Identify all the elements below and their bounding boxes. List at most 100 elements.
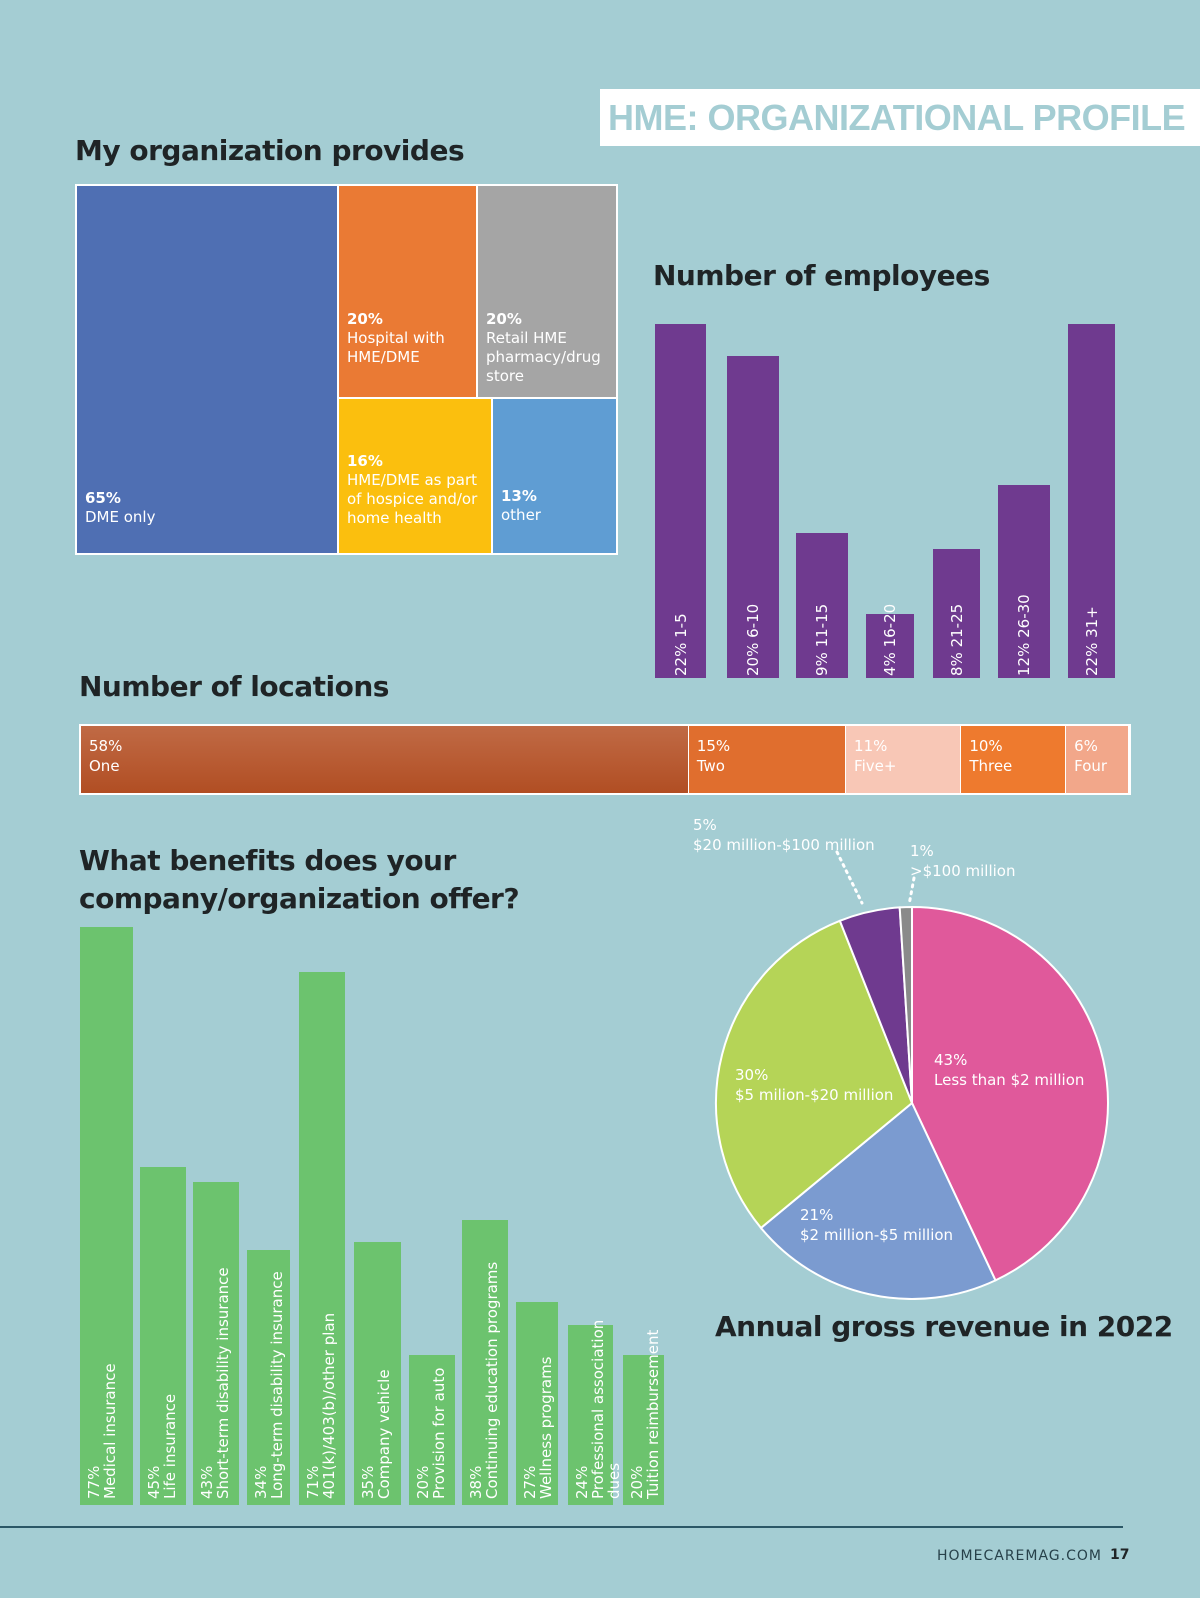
locations-segment-percent: 15% (696, 737, 731, 755)
treemap-tile-label: Hospital with HME/DME (347, 329, 445, 366)
footer-page-number: 17 (1110, 1547, 1130, 1563)
pie-slice (911, 905, 1109, 1282)
pie-slice-category: $2 million-$5 million (800, 1226, 954, 1244)
employees-bar (866, 613, 914, 678)
benefits-bar (409, 1354, 455, 1505)
pie-slice-category: $20 million-$100 million (693, 836, 875, 854)
benefits-bar (299, 972, 345, 1505)
locations-segment-percent: 6% (1074, 737, 1098, 755)
employees-bar-label: 9% 11-15 (813, 603, 831, 676)
footer-site: HOMECAREMAG.COM (937, 1548, 1102, 1564)
employees-bar (727, 356, 779, 678)
benefits-bar-label: 34% Long-term disability insurance (252, 1271, 286, 1499)
employees-chart: 22% 1-5 20% 6-10 9% 11-15 4% 16-20 8% 21-25 1… (650, 320, 1130, 680)
pie-leader-line (907, 876, 916, 907)
treemap-tile-percent: 20% (486, 310, 522, 328)
treemap-tile-label: DME only (85, 508, 156, 526)
locations-segment-percent: 58% (89, 737, 123, 755)
pie-leader-line (835, 850, 864, 905)
pie-slice-label: 21% $2 million-$5 million (800, 1205, 953, 1245)
treemap-tile-percent: 16% (347, 452, 383, 470)
locations-segment-label: Two (696, 757, 725, 775)
locations-segment: 10% Three (961, 726, 1066, 793)
benefits-bar (80, 927, 133, 1505)
benefits-bar-label: 20% Tuition reimbursement (628, 1329, 662, 1499)
pie-slice (715, 919, 914, 1230)
benefits-bar-label: 35% Company vehicle (359, 1369, 393, 1499)
benefits-bar (623, 1354, 664, 1505)
pie-slice (759, 1101, 997, 1300)
pie-slice-percent: 30% (735, 1066, 769, 1084)
treemap-tile: 65% DME only (77, 186, 337, 553)
pie-slice-label: 30% $5 milion-$20 million (735, 1065, 893, 1105)
treemap-tile-label: other (501, 506, 541, 524)
treemap-tile: 13% other (493, 399, 616, 553)
locations-segment-label: Four (1074, 757, 1108, 775)
locations-segment-label: One (89, 757, 120, 775)
employees-bar (998, 484, 1050, 678)
benefits-bar (354, 1242, 401, 1505)
pie-slice-percent: 43% (934, 1051, 968, 1069)
provides-title: My organization provides (75, 134, 465, 167)
pie-slice-percent: 21% (800, 1206, 834, 1224)
treemap-tile-label: HME/DME as part of hospice and/or home h… (347, 471, 478, 527)
benefits-bar (516, 1302, 558, 1505)
benefits-bar (462, 1219, 508, 1505)
page-banner-title: HME: ORGANIZATIONAL PROFILE (608, 97, 1186, 138)
treemap-tile-percent: 13% (501, 487, 537, 505)
employees-bar-label: 12% 26-30 (1015, 594, 1033, 676)
employees-bar (933, 549, 980, 678)
locations-segment: 6% Four (1066, 726, 1128, 793)
benefits-bar-label: 24% Professional association dues (573, 1319, 623, 1499)
locations-chart: 58% One 15% Two 11% Five+ 10% Three 6% Four (79, 724, 1131, 795)
locations-segment: 58% One (81, 726, 688, 793)
provides-treemap: 65% DME only 20% Hospital with HME/DME 20% Re… (75, 184, 618, 555)
pie-slice (898, 905, 913, 1104)
treemap-tile-label: Retail HME pharmacy/drug store (486, 329, 601, 385)
benefits-bar-label: 43% Short-term disability insurance (198, 1267, 232, 1499)
employees-bar (655, 324, 706, 678)
pie-slice-percent: 1% (910, 842, 934, 860)
locations-segment: 11% Five+ (846, 726, 961, 793)
treemap-tile: 16% HME/DME as part of hospice and/or hom… (339, 399, 491, 553)
benefits-bar (568, 1324, 613, 1505)
employees-bar-label: 22% 31+ (1082, 606, 1101, 676)
locations-segment: 15% Two (688, 726, 846, 793)
pie-slice-label: 5% $20 million-$100 million (693, 815, 875, 855)
employees-bar (1068, 324, 1115, 678)
benefits-bar-label: 45% Life insurance (145, 1393, 179, 1499)
benefits-chart: 77% Medical insurance 45% Life insurance 43%… (79, 925, 679, 1505)
footer-rule (0, 1526, 1123, 1528)
benefits-bar-label: 20% Provision for auto (414, 1367, 448, 1499)
benefits-bar-label: 77% Medical insurance (85, 1363, 119, 1499)
locations-title: Number of locations (79, 670, 389, 703)
pie-slice-category: $5 milion-$20 million (735, 1086, 894, 1104)
locations-segment-percent: 10% (969, 737, 1003, 755)
benefits-bar (140, 1167, 186, 1505)
revenue-pie-chart (715, 850, 1109, 1300)
locations-segment-percent: 11% (854, 737, 888, 755)
treemap-tile-percent: 20% (347, 310, 383, 328)
employees-bar (796, 533, 848, 678)
employees-bar-label: 8% 21-25 (947, 603, 966, 676)
benefits-bar-label: 27% Wellness programs (521, 1356, 555, 1500)
employees-bar-label: 20% 6-10 (744, 603, 762, 676)
pie-slice-category: Less than $2 million (934, 1071, 1085, 1089)
benefits-bar (193, 1182, 239, 1505)
page-banner: HME: ORGANIZATIONAL PROFILE (600, 89, 1200, 146)
treemap-tile-percent: 65% (85, 489, 121, 507)
benefits-title: What benefits does your company/organiza… (79, 844, 520, 915)
locations-segment-label: Three (969, 757, 1013, 775)
locations-segment-label: Five+ (854, 757, 897, 775)
pie-slice-label: 43% Less than $2 million (934, 1050, 1084, 1090)
benefits-bar-label: 71% 401(k)/403(b)/other plan (304, 1312, 338, 1499)
revenue-title: Annual gross revenue in 2022 (715, 1310, 1173, 1343)
pie-slice-percent: 5% (693, 816, 717, 834)
employees-bar-label: 22% 1-5 (671, 613, 690, 676)
pie-slice-label: 1% >$100 million (910, 841, 1015, 881)
pie-slice-category: >$100 million (910, 862, 1016, 880)
employees-bar-label: 4% 16-20 (881, 603, 899, 676)
employees-title: Number of employees (653, 259, 990, 292)
treemap-tile: 20% Retail HME pharmacy/drug store (478, 186, 616, 397)
treemap-tile: 20% Hospital with HME/DME (339, 186, 476, 397)
